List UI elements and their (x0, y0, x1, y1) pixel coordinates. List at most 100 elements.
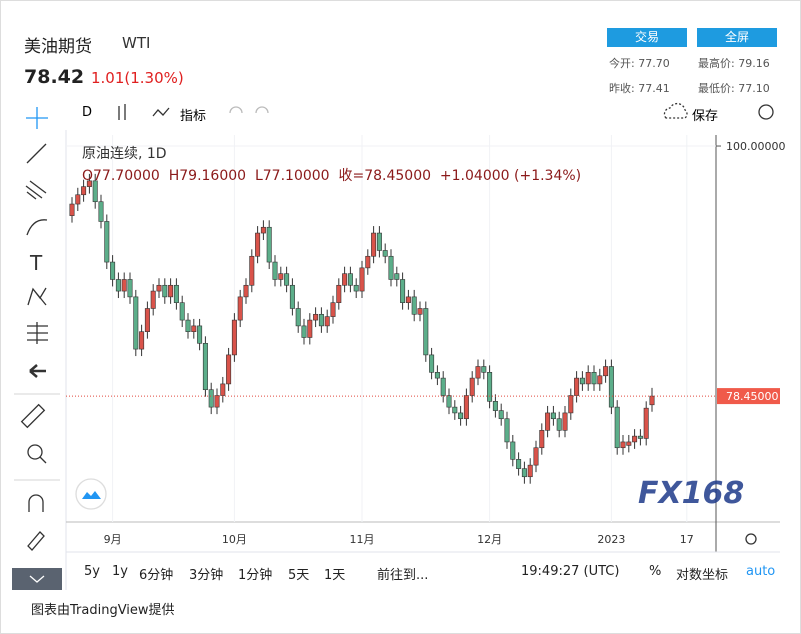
clock: 19:49:27 (UTC) (521, 564, 620, 579)
measure-tool[interactable] (27, 322, 48, 344)
candle-body (608, 366, 614, 408)
candle-body (550, 412, 556, 420)
candle-body (173, 284, 179, 303)
trade-button[interactable]: 交易 (607, 28, 687, 47)
pattern-tool[interactable] (27, 287, 47, 306)
fib-tool[interactable] (25, 180, 47, 200)
candle-body (614, 406, 620, 449)
log-toggle[interactable]: 对数坐标 (676, 568, 729, 583)
lock-draw-tool[interactable] (27, 531, 45, 551)
zoom-tool[interactable] (27, 444, 47, 464)
trendline-tool[interactable] (26, 143, 47, 164)
candle-body (371, 232, 377, 257)
candle-body (388, 255, 394, 280)
candle-body (446, 395, 452, 408)
candle-body (81, 186, 87, 196)
range-button[interactable]: 1分钟 (238, 568, 273, 583)
candle-body (179, 302, 185, 321)
crosshair-tool[interactable] (26, 107, 48, 129)
ohlc-label: +1.04000 (+1.34%) (439, 168, 582, 184)
candle-body (545, 412, 551, 431)
candle-body (220, 383, 226, 396)
footer: 图表由TradingView提供 (31, 603, 175, 618)
candle-body (521, 468, 527, 478)
candle-body (620, 441, 626, 449)
candle-body (255, 232, 261, 257)
candle-body (92, 180, 98, 203)
indicator-icon[interactable] (152, 107, 170, 117)
candle-body (423, 308, 429, 356)
range-button[interactable]: 6分钟 (139, 568, 174, 583)
candle-body (405, 296, 411, 303)
goto-button[interactable]: 前往到... (377, 568, 429, 583)
candle-body (498, 410, 504, 420)
x-tick-label: 2023 (597, 533, 625, 546)
candle-type-icon[interactable] (118, 104, 126, 120)
candle-body (226, 354, 232, 385)
ruler-tool[interactable] (20, 403, 46, 429)
candle-body (156, 284, 162, 292)
candle-body (144, 308, 150, 332)
magnet-tool[interactable] (28, 494, 44, 512)
candle-body (365, 255, 371, 269)
candle-body (359, 267, 365, 292)
candle-body (643, 407, 649, 439)
range-button[interactable]: 1y (112, 564, 128, 579)
candle-body (347, 273, 353, 286)
undo-redo[interactable] (229, 106, 269, 114)
candle-body (556, 418, 562, 431)
candle-body (237, 296, 243, 321)
candle-body (214, 395, 220, 408)
settings-icon[interactable] (745, 533, 757, 545)
cloud-button[interactable] (75, 478, 107, 510)
candle-body (336, 284, 342, 303)
stat-label: 最低价: (698, 82, 735, 95)
current-price-box (717, 388, 780, 405)
back-tool[interactable] (29, 364, 46, 378)
interval[interactable]: D (82, 105, 93, 120)
candle-body (75, 194, 81, 205)
fullscreen-button[interactable]: 全屏 (697, 28, 777, 47)
percent-toggle[interactable]: % (649, 564, 662, 579)
candle-body (434, 372, 440, 379)
candle-body (284, 273, 290, 286)
collapse-button[interactable] (12, 568, 62, 590)
candle-body (231, 319, 237, 356)
range-button[interactable]: 3分钟 (189, 568, 224, 583)
candle-body (266, 226, 272, 263)
range-button[interactable]: 5天 (288, 568, 310, 583)
candle-body (278, 273, 284, 280)
candle-body (295, 308, 301, 327)
brush-tool[interactable] (26, 219, 48, 236)
candle-body (260, 226, 266, 234)
indicators[interactable]: 指标 (180, 109, 207, 124)
candle-body (429, 354, 435, 373)
settings-gear[interactable] (758, 104, 774, 120)
auto-toggle[interactable]: auto (746, 564, 776, 579)
candle-body (133, 296, 139, 350)
stat-value: 77.70 (638, 57, 670, 70)
candle-body (597, 375, 603, 385)
change: 1.01(1.30%) (91, 69, 184, 87)
ohlc-label: H79.16000 (168, 168, 247, 184)
candle-body (150, 290, 156, 309)
candle-body (632, 435, 638, 443)
candle-body (574, 377, 580, 396)
cloud-icon (82, 491, 101, 499)
x-tick-label: 12月 (477, 533, 502, 546)
ohlc-label: O77.70000 (82, 168, 160, 184)
ohlc-label: 收=78.45000 (338, 168, 432, 184)
candle-body (121, 279, 127, 292)
range-button[interactable]: 1天 (324, 568, 346, 583)
candle-body (440, 377, 446, 396)
save[interactable]: 保存 (692, 109, 719, 124)
candle-body (353, 284, 359, 292)
candle-body (463, 395, 469, 420)
range-button[interactable]: 5y (84, 564, 100, 579)
title: 美油期货 (24, 37, 92, 57)
candle-body (307, 319, 313, 338)
price: 78.42 (24, 66, 85, 88)
text-tool[interactable]: T (29, 251, 43, 275)
